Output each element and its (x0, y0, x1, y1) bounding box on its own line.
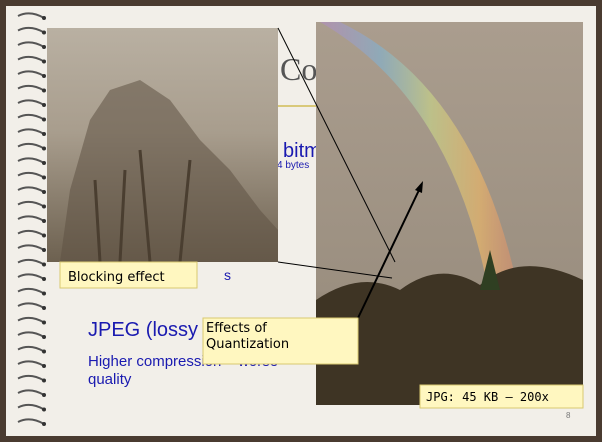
ring-hole (42, 248, 46, 252)
ring-hole (42, 74, 46, 78)
ring-hole (42, 393, 46, 397)
ring-hole (42, 89, 46, 93)
ring-hole (42, 321, 46, 325)
ring-hole (42, 292, 46, 296)
ring-hole (42, 350, 46, 354)
sub-bullet: 4 bytes (277, 160, 309, 171)
ring-hole (42, 219, 46, 223)
slide: Co bitm 4 bytes s JPEG (lossy Higher com… (0, 0, 602, 442)
bullet: s (224, 267, 231, 283)
callout: Effects of Quantization (206, 321, 296, 353)
ring-hole (42, 16, 46, 20)
ring-hole (42, 335, 46, 339)
blocking-image (47, 28, 278, 262)
ring-hole (42, 422, 46, 426)
ring-hole (42, 60, 46, 64)
ring-hole (42, 263, 46, 267)
callout: JPG: 45 KB – 200x (426, 390, 549, 404)
callout-wrap: Effects of Quantization (206, 321, 356, 365)
ring-hole (42, 132, 46, 136)
callout: Blocking effect (68, 270, 165, 285)
ring-hole (42, 205, 46, 209)
ring-hole (42, 31, 46, 35)
ring-hole (42, 408, 46, 412)
ring-hole (42, 45, 46, 49)
page-number: 8 (566, 411, 571, 420)
ring-hole (42, 190, 46, 194)
ring-hole (42, 176, 46, 180)
ring-hole (42, 118, 46, 122)
ring-hole (42, 379, 46, 383)
bullet: bitm (283, 140, 321, 162)
ring-hole (42, 103, 46, 107)
ring-hole (42, 306, 46, 310)
ring-hole (42, 364, 46, 368)
sub-bullet: quality (88, 371, 132, 388)
ring-hole (42, 234, 46, 238)
ring-hole (42, 147, 46, 151)
bullet: JPEG (lossy (88, 319, 198, 341)
ring-hole (42, 277, 46, 281)
ring-hole (42, 161, 46, 165)
